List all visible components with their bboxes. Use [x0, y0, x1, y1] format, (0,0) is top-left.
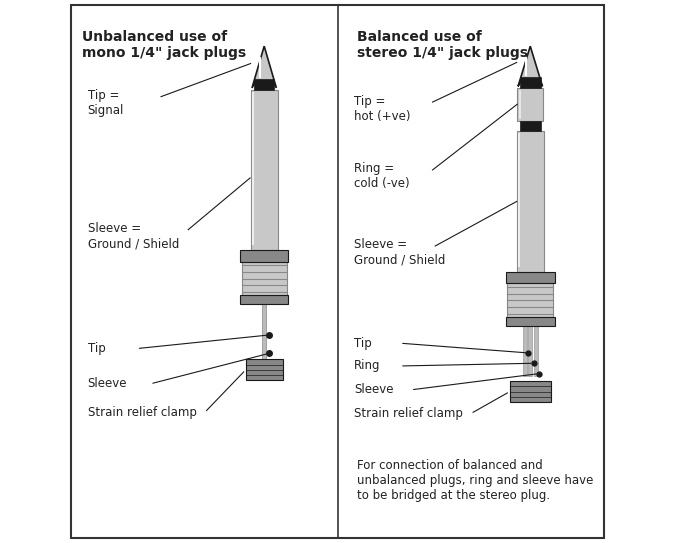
Text: Sleeve =
Ground / Shield: Sleeve = Ground / Shield	[88, 222, 179, 250]
Bar	[517, 88, 543, 121]
Text: Balanced use of
stereo 1/4" jack plugs: Balanced use of stereo 1/4" jack plugs	[356, 30, 527, 60]
Text: Sleeve =
Ground / Shield: Sleeve = Ground / Shield	[354, 238, 446, 267]
Text: Unbalanced use of
mono 1/4" jack plugs: Unbalanced use of mono 1/4" jack plugs	[82, 30, 246, 60]
Text: Strain relief clamp: Strain relief clamp	[354, 407, 462, 420]
Text: Strain relief clamp: Strain relief clamp	[88, 406, 196, 419]
Bar	[262, 304, 267, 359]
Text: For connection of balanced and
unbalanced plugs, ring and sleeve have
to be brid: For connection of balanced and unbalance…	[356, 459, 593, 502]
Bar	[506, 272, 555, 283]
Bar	[246, 359, 283, 380]
Text: Ring =
cold (-ve): Ring = cold (-ve)	[354, 162, 410, 191]
Text: Tip: Tip	[354, 337, 371, 350]
Text: Tip =
hot (+ve): Tip = hot (+ve)	[354, 94, 410, 123]
Polygon shape	[252, 46, 277, 88]
Bar	[523, 326, 526, 376]
Bar	[240, 295, 288, 304]
Text: Sleeve: Sleeve	[354, 383, 394, 396]
Text: Ring: Ring	[354, 359, 380, 372]
Bar	[250, 90, 278, 250]
Bar	[507, 283, 554, 317]
Text: Tip: Tip	[88, 342, 105, 355]
Bar	[240, 250, 288, 262]
Bar	[520, 77, 541, 88]
Polygon shape	[518, 46, 543, 86]
Bar	[254, 79, 275, 90]
Text: Sleeve: Sleeve	[88, 377, 127, 390]
Text: Tip =
Signal: Tip = Signal	[88, 89, 124, 117]
Bar	[520, 121, 541, 131]
Bar	[510, 381, 551, 402]
Bar	[242, 262, 287, 295]
Bar	[506, 317, 555, 326]
Bar	[529, 326, 532, 376]
Bar	[534, 326, 537, 376]
Bar	[516, 131, 544, 272]
